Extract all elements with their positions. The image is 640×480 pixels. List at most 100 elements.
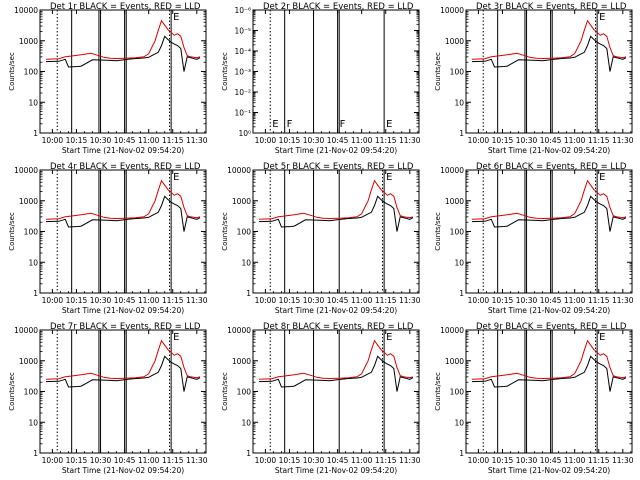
- x-tick-label: 11:15: [588, 456, 610, 465]
- panel-title: Det 9r BLACK = Events, RED = LLD: [476, 322, 627, 332]
- panel-4r: Det 4r BLACK = Events, RED = LLD 1 10 100 10…: [8, 162, 208, 315]
- lld-series-line: [471, 179, 627, 220]
- event-marker-label: E: [272, 119, 278, 130]
- y-axis-label: Counts/sec: [8, 212, 16, 251]
- events-series-line: [258, 195, 414, 232]
- x-tick-label: 11:15: [162, 456, 184, 465]
- x-tick-label: 10:00: [255, 456, 277, 465]
- lld-series-line: [471, 339, 627, 380]
- y-tick-label: 10⁻⁵: [234, 27, 251, 36]
- lld-series-line: [45, 19, 201, 60]
- x-tick-label: 10:00: [42, 296, 64, 305]
- y-tick-label: 10000: [227, 326, 251, 335]
- x-tick-label: 10:30: [516, 456, 538, 465]
- panel-title: Det 2r BLACK = Events, RED = LLD: [263, 2, 414, 12]
- x-tick-label: 10:30: [90, 296, 112, 305]
- y-axis-label: Counts/sec: [434, 52, 442, 91]
- y-tick-label: 1: [33, 129, 38, 138]
- event-marker-label: E: [386, 172, 392, 183]
- y-tick-label: 10: [28, 98, 38, 107]
- y-tick-label: 10: [454, 418, 464, 427]
- y-tick-label: 1000: [232, 357, 251, 366]
- y-tick-label: 100: [237, 228, 252, 237]
- x-axis-label: Start Time (21-Nov-02 09:54:20): [275, 306, 397, 315]
- y-tick-label: 10000: [440, 6, 464, 15]
- y-tick-label: 10⁻³: [234, 68, 251, 77]
- x-tick-label: 10:00: [468, 136, 490, 145]
- y-tick-label: 10⁰: [238, 129, 251, 138]
- y-tick-label: 1000: [19, 37, 38, 46]
- y-tick-label: 100: [450, 68, 465, 77]
- plot-frame: [39, 329, 207, 454]
- y-tick-label: 100: [237, 388, 252, 397]
- panel-6r: Det 6r BLACK = Events, RED = LLD 1 10 100 10…: [434, 162, 634, 315]
- x-tick-label: 11:00: [138, 296, 160, 305]
- x-tick-label: 11:15: [588, 136, 610, 145]
- x-tick-label: 11:00: [138, 136, 160, 145]
- y-tick-label: 10000: [440, 326, 464, 335]
- event-marker-label: E: [386, 332, 392, 343]
- lld-series-line: [45, 339, 201, 380]
- x-tick-label: 11:00: [564, 296, 586, 305]
- panel-3r: Det 3r BLACK = Events, RED = LLD 1 10 100 10…: [434, 2, 634, 155]
- x-tick-label: 10:00: [42, 136, 64, 145]
- x-tick-label: 10:15: [66, 296, 88, 305]
- y-tick-label: 1000: [19, 357, 38, 366]
- x-tick-label: 10:45: [327, 456, 349, 465]
- y-axis-label: Counts/sec: [434, 212, 442, 251]
- y-tick-label: 10⁻²: [234, 88, 251, 97]
- x-tick-label: 11:30: [186, 296, 208, 305]
- event-marker-label: E: [599, 12, 605, 23]
- y-tick-label: 100: [24, 228, 39, 237]
- x-tick-label: 11:30: [612, 136, 634, 145]
- y-tick-label: 10⁻⁴: [234, 47, 251, 56]
- x-tick-label: 10:15: [492, 456, 514, 465]
- x-tick-label: 10:45: [540, 296, 562, 305]
- x-tick-label: 11:00: [564, 456, 586, 465]
- x-axis-label: Start Time (21-Nov-02 09:54:20): [275, 466, 397, 475]
- y-tick-label: 1: [33, 289, 38, 298]
- x-axis-label: Start Time (21-Nov-02 09:54:20): [62, 146, 184, 155]
- x-axis-label: Start Time (21-Nov-02 09:54:20): [488, 306, 610, 315]
- x-tick-label: 10:00: [468, 456, 490, 465]
- y-tick-label: 1: [246, 449, 251, 458]
- x-tick-label: 10:30: [90, 456, 112, 465]
- x-tick-label: 11:30: [186, 456, 208, 465]
- x-tick-label: 10:30: [90, 136, 112, 145]
- event-marker-label: E: [173, 172, 179, 183]
- y-tick-label: 1: [459, 129, 464, 138]
- y-tick-label: 10: [28, 418, 38, 427]
- x-tick-label: 10:30: [516, 136, 538, 145]
- panel-2r: Det 2r BLACK = Events, RED = LLD 10⁰ 10⁻¹ 1…: [221, 2, 421, 155]
- events-series-line: [45, 355, 201, 392]
- events-series-line: [471, 355, 627, 392]
- plot-frame: [252, 9, 420, 134]
- y-tick-label: 10: [241, 418, 251, 427]
- x-axis-label: Start Time (21-Nov-02 09:54:20): [488, 146, 610, 155]
- x-tick-label: 10:00: [255, 136, 277, 145]
- x-tick-label: 10:45: [540, 136, 562, 145]
- events-series-line: [471, 195, 627, 232]
- panel-title: Det 6r BLACK = Events, RED = LLD: [476, 162, 627, 172]
- plot-frame: [465, 9, 633, 134]
- x-tick-label: 10:00: [42, 456, 64, 465]
- x-tick-label: 10:30: [303, 456, 325, 465]
- panel-5r: Det 5r BLACK = Events, RED = LLD 1 10 100 10…: [221, 162, 421, 315]
- panel-title: Det 4r BLACK = Events, RED = LLD: [50, 162, 201, 172]
- x-tick-label: 11:15: [588, 296, 610, 305]
- y-tick-label: 10000: [14, 326, 38, 335]
- y-axis-label: Counts/sec: [434, 372, 442, 411]
- y-tick-label: 100: [450, 228, 465, 237]
- x-axis-label: Start Time (21-Nov-02 09:54:20): [275, 146, 397, 155]
- event-marker-label: E: [173, 332, 179, 343]
- x-tick-label: 10:30: [303, 136, 325, 145]
- y-tick-label: 10000: [14, 166, 38, 175]
- x-tick-label: 10:15: [66, 136, 88, 145]
- y-tick-label: 10: [28, 258, 38, 267]
- y-tick-label: 100: [450, 388, 465, 397]
- y-tick-label: 1000: [445, 357, 464, 366]
- x-tick-label: 10:15: [279, 456, 301, 465]
- x-tick-label: 11:00: [351, 296, 373, 305]
- y-tick-label: 10: [454, 98, 464, 107]
